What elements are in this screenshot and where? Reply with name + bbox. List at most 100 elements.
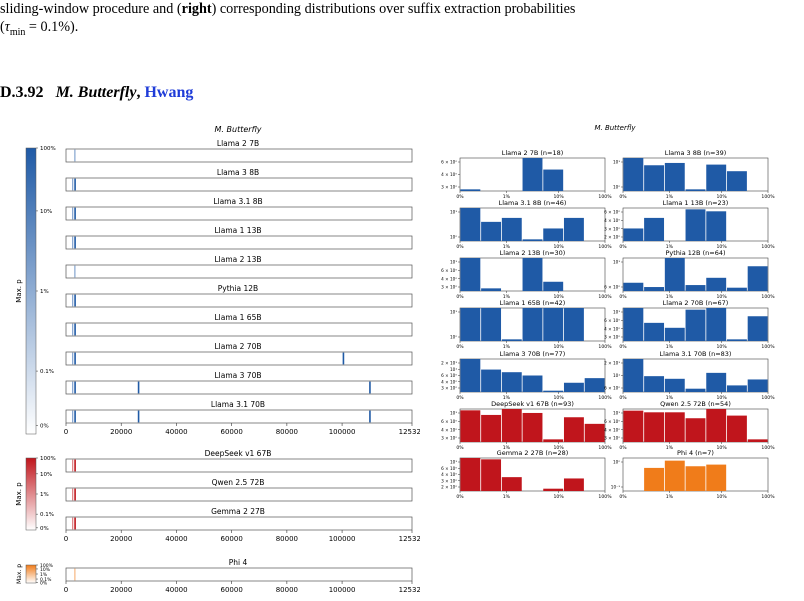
- row-track: [65, 487, 413, 502]
- extraction-mark: [74, 459, 76, 472]
- x-tick-label: 100000: [329, 586, 356, 594]
- y-tick-label: 10¹: [613, 260, 620, 265]
- extraction-mark: [137, 381, 140, 394]
- x-tick-label: 0: [64, 586, 68, 594]
- x-tick-label: 0%: [619, 194, 627, 200]
- extraction-mark: [72, 236, 74, 249]
- x-tick-label: 60000: [221, 535, 243, 543]
- x-tick-label: 0%: [619, 445, 627, 451]
- x-tick-label: 0%: [456, 494, 464, 500]
- y-tick-label: 3 × 10⁰: [604, 335, 620, 340]
- y-tick-label: 2 × 10¹: [441, 361, 457, 366]
- y-tick-label: 6 × 10⁰: [441, 466, 457, 471]
- x-tick-label: 10%: [553, 445, 564, 451]
- y-tick-label: 2 × 10¹: [604, 361, 620, 366]
- row-track: [65, 322, 413, 337]
- histogram-bar: [543, 390, 564, 392]
- histogram-title: Qwen 2.5 72B (n=54): [660, 400, 731, 408]
- histogram-bar: [706, 464, 727, 491]
- row-track: [65, 177, 413, 192]
- x-tick-label: 1%: [666, 494, 674, 500]
- x-tick-label: 100%: [761, 395, 775, 401]
- row-label: Llama 3 8B: [217, 168, 259, 177]
- row-track: [65, 516, 413, 531]
- histogram-title: Llama 2 70B (n=67): [663, 299, 729, 307]
- histogram-bar: [685, 189, 706, 191]
- colorbar-label: Max. p: [16, 564, 23, 584]
- x-tick-label: 0%: [619, 244, 627, 250]
- histogram-bar: [644, 322, 665, 341]
- heatmap-row-llama-3-1-8b: Llama 3.1 8B: [65, 197, 413, 221]
- x-tick-label: 0%: [619, 344, 627, 350]
- x-tick-label: 80000: [276, 535, 298, 543]
- x-tick-label: 100%: [598, 494, 612, 500]
- x-tick-label: 40000: [165, 535, 187, 543]
- x-tick-label: 10%: [553, 294, 564, 300]
- histogram-llama-3-8b-n-39: Llama 3 8B (n=39) 10¹ 10⁰ 0% 1% 10% 100%: [613, 149, 775, 200]
- extraction-mark: [74, 517, 76, 530]
- histogram-bar: [522, 158, 543, 191]
- extraction-mark: [74, 323, 76, 336]
- heatmap-row-llama-3-1-70b: Llama 3.1 70B: [65, 400, 413, 424]
- x-tick-label: 100%: [598, 395, 612, 401]
- histogram-bar: [685, 418, 706, 442]
- x-tick-label: 20000: [110, 586, 132, 594]
- row-label: Llama 2 13B: [215, 255, 262, 264]
- y-tick-label: 10¹: [613, 411, 620, 416]
- x-tick-label: 1%: [503, 395, 511, 401]
- colorbar-label: Max. p: [15, 482, 23, 506]
- histogram-bar: [522, 258, 543, 291]
- histogram-llama-1-13b-n-23: Llama 1 13B (n=23) 6 × 10⁰ 4 × 10⁰ 3 × 10⁰ 2…: [604, 199, 775, 250]
- extraction-mark: [74, 236, 76, 249]
- histogram-bar: [460, 458, 481, 491]
- heatmap-row-llama-1-13b: Llama 1 13B: [65, 226, 413, 250]
- histogram-pythia-12b-n-64: Pythia 12B (n=64) 10¹ 6 × 10⁰ 0% 1% 10% 100%: [604, 249, 775, 300]
- row-label: DeepSeek v1 67B: [205, 449, 272, 458]
- histogram-bar: [481, 414, 502, 442]
- row-label: Llama 3.1 8B: [213, 197, 262, 206]
- histogram-bar: [543, 228, 564, 241]
- y-tick-label: 6 × 10⁰: [604, 285, 620, 290]
- colorbar-label: Max. p: [15, 279, 23, 303]
- histogram-bar: [685, 388, 706, 392]
- histogram-bar: [726, 287, 747, 291]
- author-link[interactable]: Hwang: [144, 84, 194, 101]
- histogram-title: Llama 1 13B (n=23): [663, 199, 729, 207]
- histogram-bar: [623, 228, 644, 241]
- histogram-bar: [584, 378, 605, 392]
- x-tick-label: 1%: [666, 344, 674, 350]
- x-tick-label: 10%: [716, 344, 727, 350]
- x-tick-label: 10%: [553, 344, 564, 350]
- x-tick-label: 0%: [619, 494, 627, 500]
- histogram-bar: [563, 417, 584, 442]
- histogram-title: Phi 4 (n=7): [677, 449, 714, 457]
- x-tick-label: 1%: [503, 194, 511, 200]
- histogram-bar: [543, 439, 564, 442]
- y-tick-label: 6 × 10⁰: [604, 386, 620, 391]
- y-tick-label: 10¹: [450, 411, 457, 416]
- histogram-phi-4-n-7: Phi 4 (n=7) 10⁰ 10⁻¹ 0% 1% 10% 100%: [611, 449, 775, 500]
- histogram-bar: [644, 376, 665, 392]
- histogram-bar: [706, 308, 727, 341]
- histogram-bar: [685, 209, 706, 241]
- y-tick-label: 10¹: [613, 373, 620, 378]
- y-tick-label: 4 × 10⁰: [441, 172, 457, 177]
- histogram-bar: [543, 169, 564, 191]
- histogram-bar: [501, 477, 522, 491]
- histogram-bar: [664, 460, 685, 491]
- histogram-bar: [522, 239, 543, 241]
- row-label: Qwen 2.5 72B: [212, 478, 265, 487]
- x-tick-label: 10%: [553, 494, 564, 500]
- histogram-bar: [644, 287, 665, 291]
- histogram-bar: [501, 372, 522, 392]
- y-tick-label: 4 × 10⁰: [604, 218, 620, 223]
- histogram-bar: [644, 217, 665, 241]
- row-track: [65, 293, 413, 308]
- x-tick-label: 80000: [276, 428, 298, 436]
- extraction-mark: [72, 459, 74, 472]
- colorbar-tick-label: 10%: [40, 567, 51, 573]
- extraction-mark: [74, 207, 76, 220]
- x-tick-label: 100%: [598, 194, 612, 200]
- histogram-bar: [460, 258, 481, 291]
